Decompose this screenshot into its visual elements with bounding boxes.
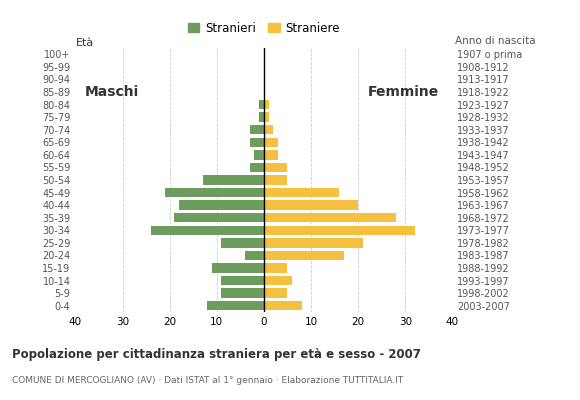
Bar xyxy=(222,238,264,248)
Bar xyxy=(264,200,358,210)
Bar xyxy=(222,288,264,298)
Bar xyxy=(264,163,288,172)
Bar xyxy=(264,175,288,185)
Bar xyxy=(264,301,302,310)
Bar xyxy=(207,301,264,310)
Bar xyxy=(264,188,339,197)
Text: COMUNE DI MERCOGLIANO (AV) · Dati ISTAT al 1° gennaio · Elaborazione TUTTITALIA.: COMUNE DI MERCOGLIANO (AV) · Dati ISTAT … xyxy=(12,376,403,385)
Text: Popolazione per cittadinanza straniera per età e sesso - 2007: Popolazione per cittadinanza straniera p… xyxy=(12,348,420,361)
Bar xyxy=(264,288,288,298)
Text: Maschi: Maschi xyxy=(85,85,139,99)
Bar xyxy=(250,138,264,147)
Text: Anno di nascita: Anno di nascita xyxy=(455,36,536,46)
Legend: Stranieri, Straniere: Stranieri, Straniere xyxy=(183,17,345,39)
Bar xyxy=(222,276,264,285)
Bar xyxy=(264,251,344,260)
Bar xyxy=(264,213,396,222)
Bar xyxy=(264,263,288,273)
Bar xyxy=(264,100,269,109)
Bar xyxy=(250,163,264,172)
Bar xyxy=(264,138,278,147)
Text: Femmine: Femmine xyxy=(368,85,439,99)
Bar xyxy=(259,100,264,109)
Bar xyxy=(264,238,363,248)
Bar xyxy=(202,175,264,185)
Bar xyxy=(259,112,264,122)
Bar xyxy=(255,150,264,160)
Bar xyxy=(245,251,264,260)
Bar xyxy=(175,213,264,222)
Bar xyxy=(151,226,264,235)
Bar xyxy=(264,150,278,160)
Bar xyxy=(179,200,264,210)
Bar xyxy=(264,112,269,122)
Bar xyxy=(264,276,292,285)
Bar xyxy=(250,125,264,134)
Bar xyxy=(212,263,264,273)
Text: Età: Età xyxy=(75,38,93,48)
Bar xyxy=(264,226,415,235)
Bar xyxy=(165,188,264,197)
Bar xyxy=(264,125,273,134)
